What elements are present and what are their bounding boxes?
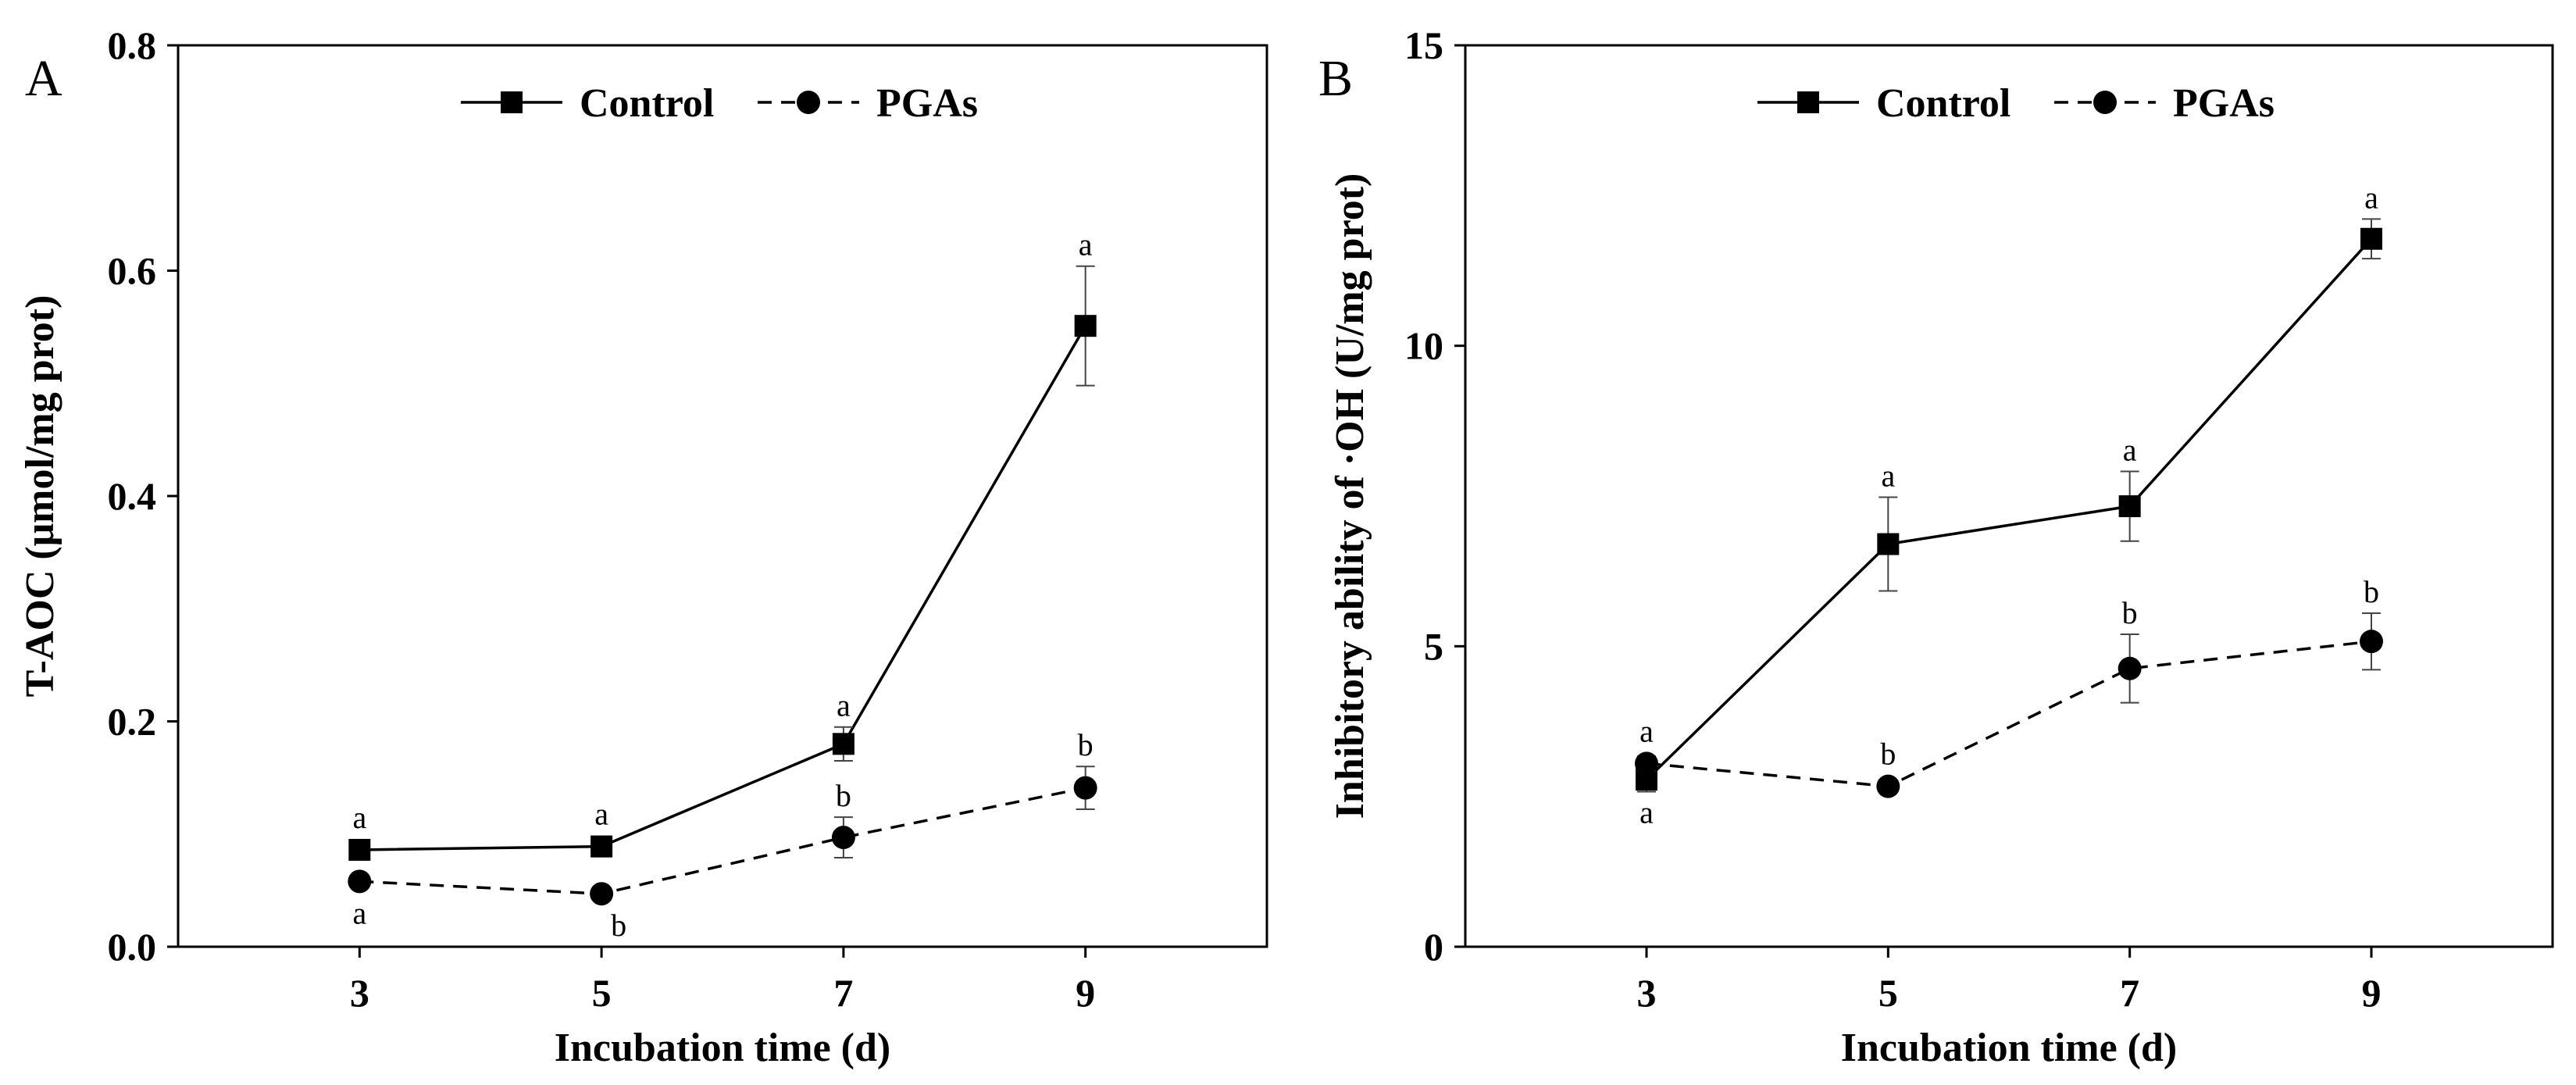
series-pgas: a b b b [348,727,1097,943]
significance-label: a [594,797,608,832]
series-pgas: a b b b [1635,574,2383,798]
data-point-circle [831,826,855,850]
legend-marker-circle [797,91,820,114]
plot-frame [1464,44,2554,948]
significance-label: b [836,778,851,813]
data-point-circle [348,869,372,894]
legend-label-pgas: PGAs [2173,81,2275,126]
chart-panel-b: B 0 5 10 15 3 5 7 9 Incubation time (d) Inhibitory… [1318,23,2554,1070]
data-point-square [2118,495,2141,518]
y-axis-title: T-AOC (μmol/mg prot) [18,295,62,698]
legend-label-control: Control [580,81,714,126]
significance-label: a [2364,180,2378,215]
significance-label: b [1078,727,1094,762]
legend: Control PGAs [1757,81,2275,126]
significance-label: a [1639,713,1654,748]
data-point-circle [590,882,614,906]
data-point-circle [1635,751,1658,776]
significance-label: a [1079,227,1093,262]
significance-label: a [1881,459,1895,494]
x-tick-label: 5 [1878,971,1898,1015]
significance-label: a [352,800,366,835]
legend-label-control: Control [1876,81,2010,126]
significance-label: b [2122,595,2138,630]
data-point-square [590,835,613,858]
y-tick-label: 0.4 [108,474,157,518]
x-tick-label: 3 [350,971,369,1015]
data-point-circle [1876,774,1900,798]
y-tick-label: 10 [1404,324,1443,368]
data-point-square [832,733,855,755]
data-point-circle [2360,630,2383,654]
data-point-square [1074,315,1097,337]
x-tick-label: 3 [1637,971,1657,1015]
x-tick-label: 9 [2362,971,2382,1015]
y-tick-label: 15 [1404,23,1443,67]
series-line [359,325,1087,851]
significance-label: b [611,908,626,943]
legend-marker-circle [2093,91,2117,114]
x-axis-title: Incubation time (d) [555,1026,890,1070]
chart-panel-a: A 0.0 0.2 0.4 0.6 0.8 3 5 7 9 Incubation time (d) T… [18,23,1268,1070]
y-tick-label: 0.8 [108,23,157,67]
significance-label: b [2364,574,2379,609]
series-line [1646,640,2372,788]
legend: Control PGAs [461,81,978,126]
significance-label: a [837,688,851,723]
panel-letter: A [25,50,62,107]
data-point-circle [1073,776,1097,800]
series-line [1645,237,2373,781]
x-tick-label: 9 [1076,971,1095,1015]
data-point-square [2360,227,2382,250]
legend-marker-square [1797,91,1819,113]
y-tick-label: 0.6 [108,249,157,293]
significance-label: a [1639,795,1654,830]
x-axis-title: Incubation time (d) [1841,1026,2177,1070]
y-tick-label: 5 [1424,624,1443,668]
data-point-circle [2118,656,2142,680]
series-line [359,786,1086,895]
series-control: a a a a [1636,180,2382,830]
data-point-square [1877,533,1900,555]
y-tick-label: 0.0 [108,925,157,969]
x-tick-label: 7 [2120,971,2139,1015]
x-tick-label: 5 [592,971,612,1015]
y-tick-label: 0.2 [108,700,157,744]
panel-letter: B [1318,50,1353,107]
y-tick-label: 0 [1424,925,1443,969]
significance-label: a [352,895,366,930]
y-axis-title: Inhibitory ability of ·OH (U/mg prot) [1328,173,1372,819]
series-control: a a a a [348,227,1097,861]
legend-label-pgas: PGAs [876,81,978,126]
x-tick-label: 7 [833,971,853,1015]
significance-label: b [1880,737,1896,772]
data-point-square [348,838,371,861]
legend-marker-square [501,91,523,113]
significance-label: a [2123,432,2137,467]
